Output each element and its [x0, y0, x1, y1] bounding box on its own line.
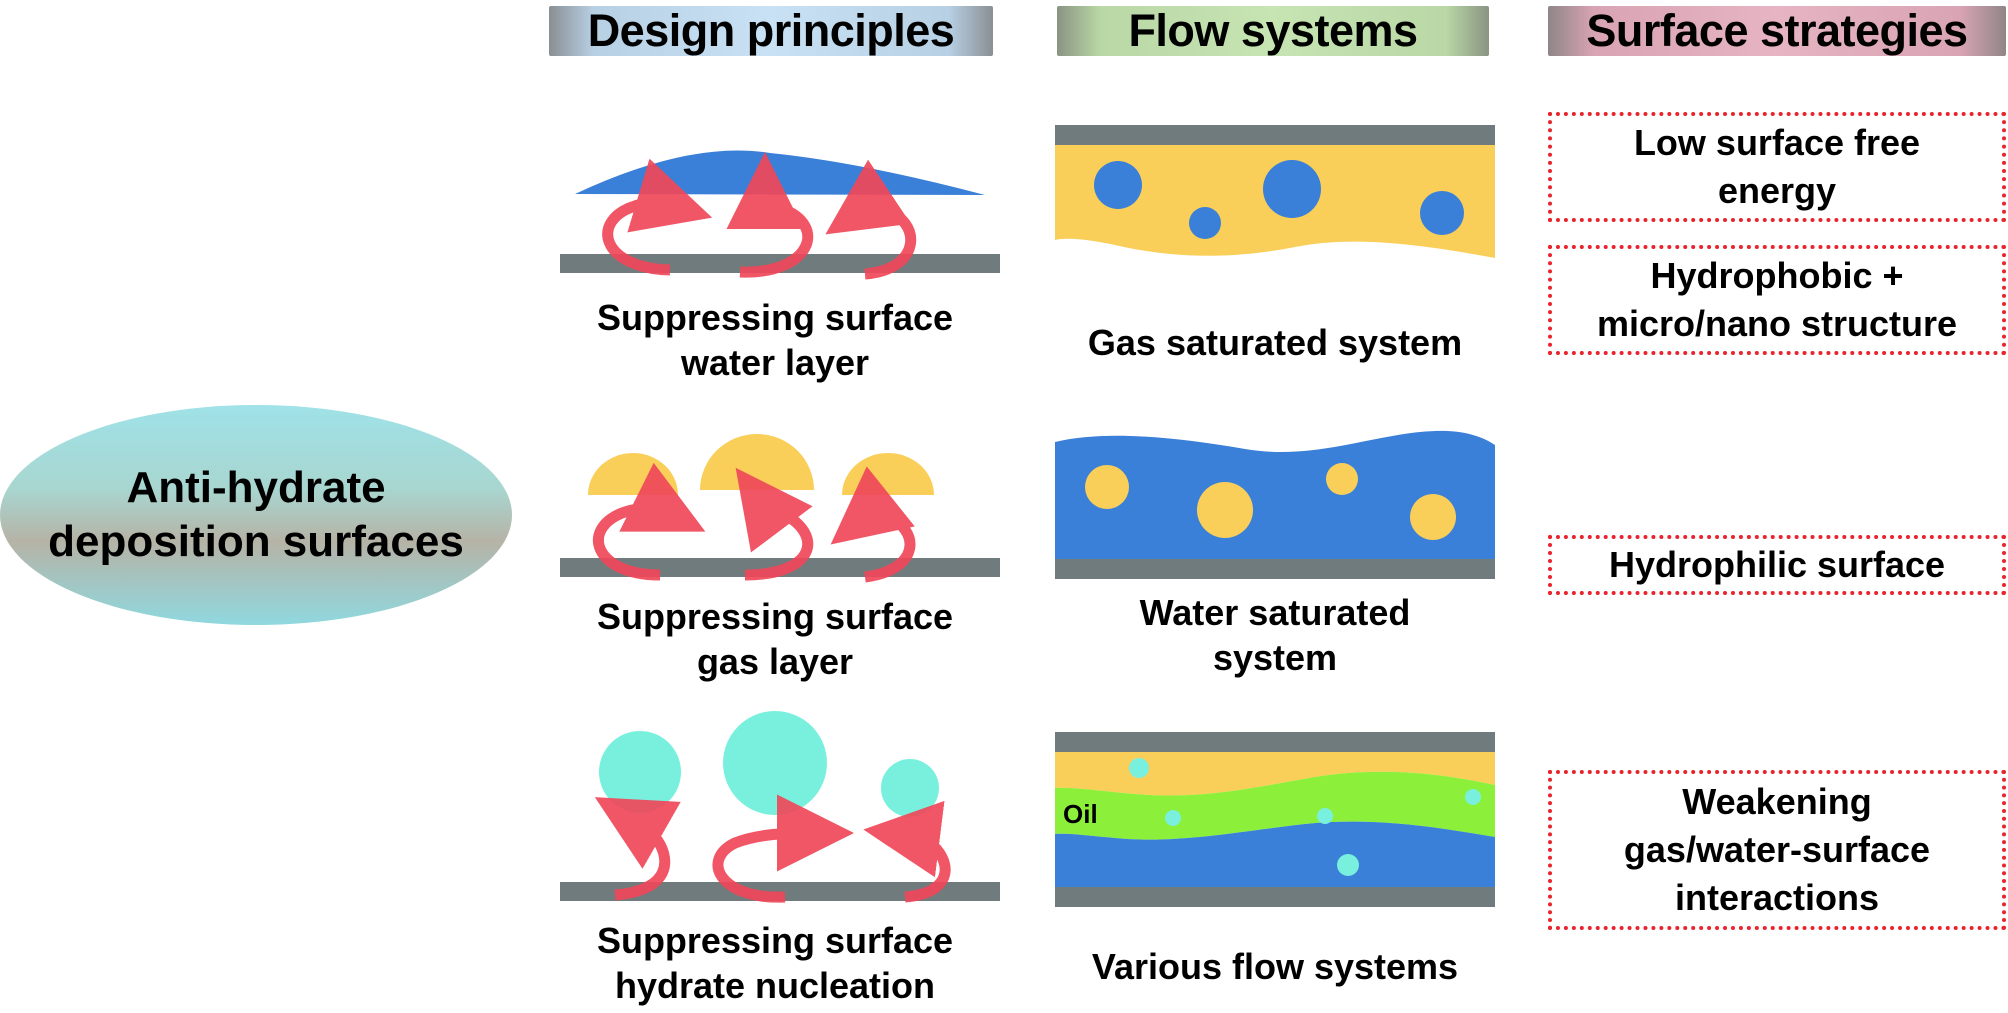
- header-design-principles: Design principles: [549, 5, 993, 56]
- substrate-bar: [560, 882, 1000, 901]
- pipe-wall: [1055, 887, 1495, 907]
- gas-phase: [1055, 752, 1495, 796]
- strategy-line: Weakening: [1682, 781, 1872, 822]
- strategy-line: micro/nano structure: [1596, 303, 1958, 344]
- caption-water-saturated: Water saturated system: [1040, 590, 1510, 680]
- caption-gas-saturated: Gas saturated system: [1040, 320, 1510, 365]
- pipe-wall: [1055, 559, 1495, 579]
- arrow: [830, 466, 916, 583]
- strategy-line: Low surface free: [1633, 122, 1921, 163]
- arrow: [825, 159, 917, 280]
- strategy-line: Hydrophobic +: [1650, 255, 1904, 296]
- caption-line: hydrate nucleation: [614, 965, 936, 1006]
- ellipse-line2: deposition surfaces: [48, 517, 464, 566]
- hydrate-particle: [1317, 808, 1333, 824]
- hydrate-particle: [881, 759, 939, 817]
- caption-line: Various flow systems: [1091, 946, 1459, 987]
- gas-bubble: [1085, 465, 1129, 509]
- hydrate-particle: [1129, 758, 1149, 778]
- caption-line: Gas saturated system: [1087, 322, 1463, 363]
- gas-droplet: [842, 453, 934, 495]
- hydrate-particle: [1337, 854, 1359, 876]
- arrow: [735, 467, 814, 581]
- strategy-line: interactions: [1674, 877, 1880, 918]
- arrow: [726, 152, 814, 278]
- water-bubble: [1263, 160, 1321, 218]
- strategy-hydrophobic-micro-nano: Hydrophobic + micro/nano structure: [1548, 245, 2006, 355]
- oil-label: Oil: [1063, 799, 1098, 829]
- caption-various-flow: Various flow systems: [1040, 944, 1510, 989]
- hydrate-particle: [599, 731, 681, 813]
- water-phase: [1055, 821, 1495, 887]
- strategy-line: energy: [1717, 170, 1837, 211]
- water-phase: [1055, 430, 1495, 560]
- strategy-hydrophilic-surface: Hydrophilic surface: [1548, 535, 2006, 595]
- gas-bubble: [1326, 463, 1358, 495]
- caption-water-layer: Suppressing surface water layer: [565, 295, 985, 385]
- header-flow-systems: Flow systems: [1057, 5, 1489, 56]
- hydrate-particle: [1465, 789, 1481, 805]
- hydrate-particle: [723, 711, 827, 815]
- hydrate-particle: [1165, 810, 1181, 826]
- caption-line: water layer: [680, 342, 870, 383]
- caption-line: Suppressing surface: [596, 596, 954, 637]
- water-bubble: [1094, 161, 1142, 209]
- caption-line: Suppressing surface: [596, 920, 954, 961]
- flow-water-saturated-illustration: [1055, 430, 1495, 579]
- gas-droplet: [700, 434, 814, 490]
- gas-bubble: [1410, 494, 1456, 540]
- pipe-wall: [1055, 125, 1495, 145]
- header-surface-label: Surface strategies: [1586, 5, 1968, 56]
- header-flow-label: Flow systems: [1128, 5, 1418, 56]
- header-design-label: Design principles: [587, 5, 955, 56]
- caption-gas-layer: Suppressing surface gas layer: [565, 594, 985, 684]
- arrow: [712, 794, 854, 903]
- gas-bubble: [1197, 482, 1253, 538]
- gas-droplet: [588, 453, 678, 495]
- water-layer-shape: [575, 150, 985, 195]
- strategy-low-surface-energy: Low surface free energy: [1548, 112, 2006, 222]
- caption-line: Water saturated: [1139, 592, 1411, 633]
- flow-various-illustration: Oil: [1055, 732, 1495, 907]
- strategy-weakening-interactions: Weakening gas/water-surface interactions: [1548, 770, 2006, 930]
- strategy-line: Hydrophilic surface: [1608, 544, 1946, 585]
- arrow: [602, 158, 713, 276]
- anti-hydrate-ellipse: Anti-hydrate deposition surfaces: [0, 405, 512, 625]
- pipe-wall: [1055, 732, 1495, 752]
- ellipse-line1: Anti-hydrate: [126, 463, 386, 512]
- caption-hydrate-nucleation: Suppressing surface hydrate nucleation: [540, 918, 1010, 1008]
- water-bubble: [1189, 207, 1221, 239]
- design-hydrate-nucleation-illustration: [560, 711, 1000, 903]
- oil-phase: [1055, 771, 1495, 840]
- design-water-layer-illustration: [560, 150, 1000, 280]
- design-gas-layer-illustration: [560, 434, 1000, 583]
- caption-line: Suppressing surface: [596, 297, 954, 338]
- caption-line: system: [1212, 637, 1338, 678]
- header-surface-strategies: Surface strategies: [1548, 5, 2006, 56]
- arrow: [594, 797, 681, 901]
- strategy-line: gas/water-surface: [1623, 829, 1931, 870]
- arrow: [863, 800, 951, 903]
- arrow: [592, 462, 706, 581]
- water-bubble: [1420, 191, 1464, 235]
- flow-gas-saturated-illustration: [1055, 125, 1495, 258]
- caption-line: gas layer: [696, 641, 854, 682]
